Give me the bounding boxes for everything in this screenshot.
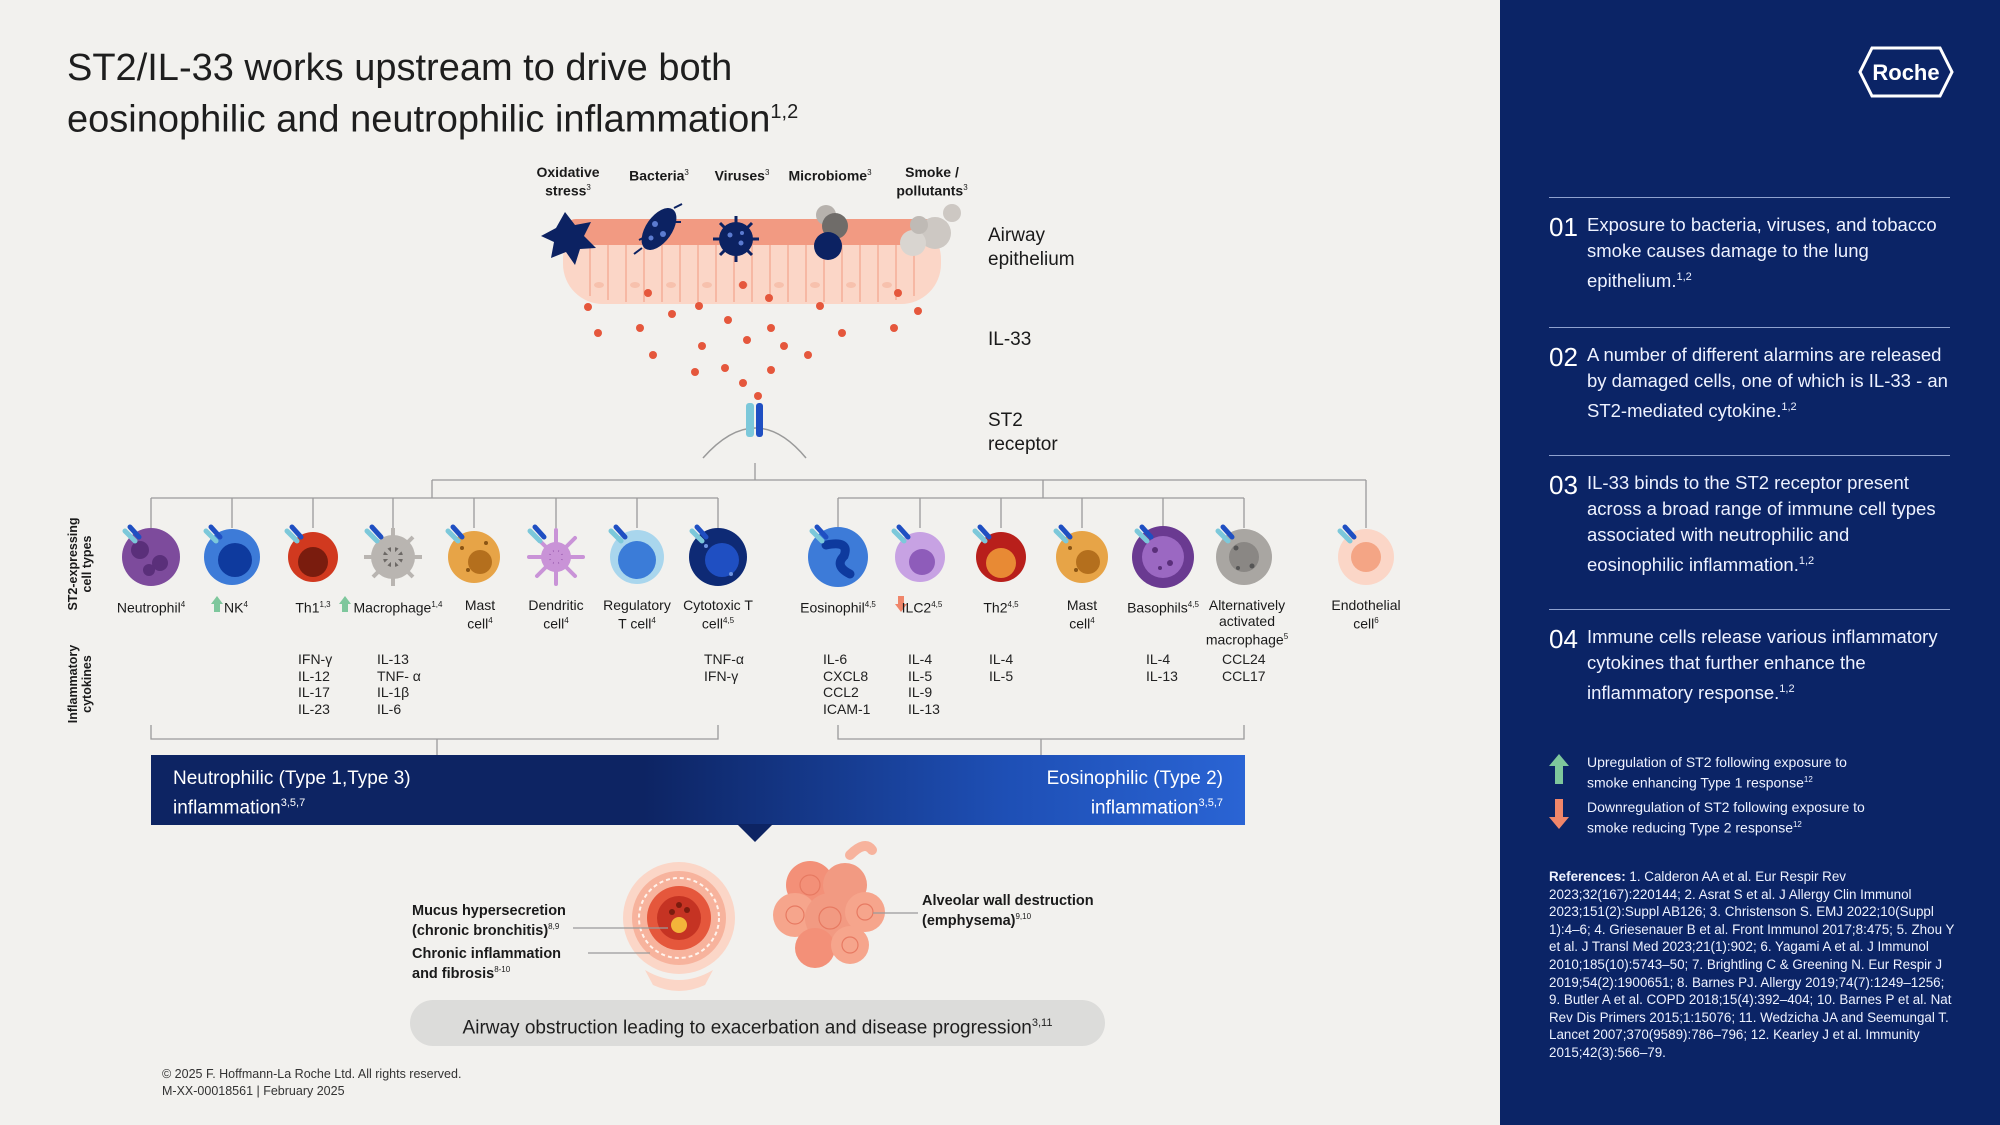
cytokines-alt-macrophage: CCL24 CCL17 bbox=[1222, 651, 1266, 684]
page-title: ST2/IL-33 works upstream to drive both e… bbox=[67, 46, 1367, 142]
downregulation-arrow-ilc2 bbox=[895, 596, 907, 612]
inflammatory-cytokines-label: Inflammatory cytokines bbox=[66, 644, 94, 724]
outcome-summary-pill: Airway obstruction leading to exacerbati… bbox=[410, 1000, 1105, 1046]
il33-molecules bbox=[584, 281, 922, 387]
cell-label-cytotoxic-t: Cytotoxic T cell4,5 bbox=[683, 597, 753, 632]
cell-label-nk: NK4 bbox=[224, 599, 248, 616]
smoke-icon bbox=[900, 204, 961, 256]
step-04: 04 Immune cells release various inflamma… bbox=[1549, 609, 1950, 706]
cell-ilc2 bbox=[895, 532, 945, 582]
st2-receptor-label: ST2 receptor bbox=[988, 410, 1058, 455]
stimulus-bacteria: Bacteria3 bbox=[629, 167, 689, 184]
cell-macrophage bbox=[364, 528, 422, 586]
tree-connectors bbox=[150, 463, 1367, 755]
cytokines-th1: IFN-γ IL-12 IL-17 IL-23 bbox=[298, 651, 333, 717]
info-panel bbox=[1500, 0, 2000, 1125]
cell-label-endothelial: Endothelial cell6 bbox=[1331, 597, 1401, 632]
step-02: 02 A number of different alarmins are re… bbox=[1549, 327, 1950, 424]
airway-epithelium-label: Airway epithelium bbox=[988, 225, 1075, 270]
cytokines-macrophage: IL-13 TNF- α IL-1β IL-6 bbox=[377, 651, 421, 717]
cell-label-mast-2: Mast cell4 bbox=[1066, 597, 1098, 632]
cell-nk bbox=[204, 529, 260, 585]
upregulation-arrow-macrophage bbox=[339, 596, 351, 612]
cell-label-th2: Th24,5 bbox=[983, 599, 1019, 616]
cell-label-ilc2: ILC24,5 bbox=[901, 599, 943, 616]
il33-label: IL-33 bbox=[988, 329, 1032, 350]
copyright: © 2025 F. Hoffmann-La Roche Ltd. All rig… bbox=[162, 1067, 462, 1098]
cell-label-macrophage: Macrophage1,4 bbox=[353, 599, 443, 616]
cell-dendritic bbox=[527, 528, 585, 586]
cell-label-th1: Th11,3 bbox=[295, 599, 331, 616]
cell-label-alt-macrophage: Alternatively activated macrophage5 bbox=[1205, 597, 1289, 648]
legend-upregulation: Upregulation of ST2 following exposure t… bbox=[1549, 754, 1949, 791]
cell-regulatory-t bbox=[610, 530, 664, 584]
step-01: 01 Exposure to bacteria, viruses, and to… bbox=[1549, 197, 1950, 294]
cell-label-eosinophil: Eosinophil4,5 bbox=[800, 599, 876, 616]
cell-label-dendritic: Dendritic cell4 bbox=[528, 597, 584, 632]
stimulus-smoke: Smoke / pollutants3 bbox=[896, 164, 968, 199]
stimulus-oxidative-stress: Oxidative stress3 bbox=[536, 164, 600, 199]
roche-logo: Roche bbox=[1858, 46, 1954, 98]
diagram-graphics bbox=[122, 203, 1394, 991]
virus-icon bbox=[713, 216, 759, 262]
title-sup: 1,2 bbox=[770, 101, 799, 123]
outcome-mucus-label: Mucus hypersecretion (chronic bronchitis… bbox=[412, 903, 566, 939]
references: References: 1. Calderon AA et al. Eur Re… bbox=[1549, 869, 1955, 1060]
legend-downregulation: Downregulation of ST2 following exposure… bbox=[1549, 799, 1949, 836]
stimulus-viruses: Viruses3 bbox=[714, 167, 770, 184]
oxidative-stress-icon bbox=[541, 212, 596, 265]
upregulation-arrow-nk bbox=[211, 596, 223, 612]
cytokines-basophils: IL-4 IL-13 bbox=[1146, 651, 1178, 684]
cell-label-basophils: Basophils4,5 bbox=[1127, 599, 1199, 616]
cytokines-th2: IL-4 IL-5 bbox=[989, 651, 1014, 684]
down-arrow-icon bbox=[1549, 799, 1569, 829]
cell-label-regulatory-t: Regulatory T cell4 bbox=[603, 597, 671, 632]
cell-receptors bbox=[122, 524, 1357, 544]
cell-alt-macrophage bbox=[1216, 529, 1272, 585]
neutrophilic-label: Neutrophilic (Type 1,Type 3) inflammatio… bbox=[173, 768, 411, 819]
cell-endothelial bbox=[1338, 529, 1394, 585]
cytokines-cytotoxic-t: TNF-α IFN-γ bbox=[704, 651, 744, 684]
title-line-1: ST2/IL-33 works upstream to drive both bbox=[67, 47, 733, 89]
outcome-alveolar-label: Alveolar wall destruction (emphysema)9,1… bbox=[922, 893, 1094, 929]
cytokines-ilc2: IL-4 IL-5 IL-9 IL-13 bbox=[908, 651, 940, 717]
inflammation-bar-pointer bbox=[737, 824, 773, 842]
outcome-chronic-label: Chronic inflammation and fibrosis8-10 bbox=[412, 946, 562, 982]
step-03: 03 IL-33 binds to the ST2 receptor prese… bbox=[1549, 455, 1950, 578]
stimulus-microbiome: Microbiome3 bbox=[788, 167, 872, 184]
cell-mast-1 bbox=[448, 531, 500, 583]
title-line-2: eosinophilic and neutrophilic inflammati… bbox=[67, 98, 771, 141]
cell-label-mast-1: Mast cell4 bbox=[464, 597, 496, 632]
st2-expressing-cell-types-label: ST2-expressing cell types bbox=[66, 517, 94, 611]
roche-logo-text: Roche bbox=[1872, 60, 1939, 85]
bacteria-icon bbox=[633, 203, 683, 255]
bronchus-graphic bbox=[623, 862, 735, 991]
cell-th1 bbox=[288, 532, 338, 582]
cell-label-neutrophil: Neutrophil4 bbox=[116, 599, 186, 616]
alveoli-graphic bbox=[773, 841, 885, 968]
eosinophilic-label: Eosinophilic (Type 2) inflammation3,5,7 bbox=[1046, 768, 1223, 819]
up-arrow-icon bbox=[1549, 754, 1569, 784]
cell-th2 bbox=[976, 532, 1026, 582]
outcome-leader-lines bbox=[573, 912, 918, 954]
cell-mast-2 bbox=[1056, 531, 1108, 583]
microbiome-icon bbox=[814, 205, 848, 260]
cytokines-eosinophil: IL-6 CXCL8 CCL2 ICAM-1 bbox=[823, 651, 871, 717]
st2-receptor-graphic bbox=[702, 392, 807, 459]
inflammation-bar: Neutrophilic (Type 1,Type 3) inflammatio… bbox=[151, 755, 1245, 825]
airway-epithelium-graphic bbox=[563, 219, 941, 304]
